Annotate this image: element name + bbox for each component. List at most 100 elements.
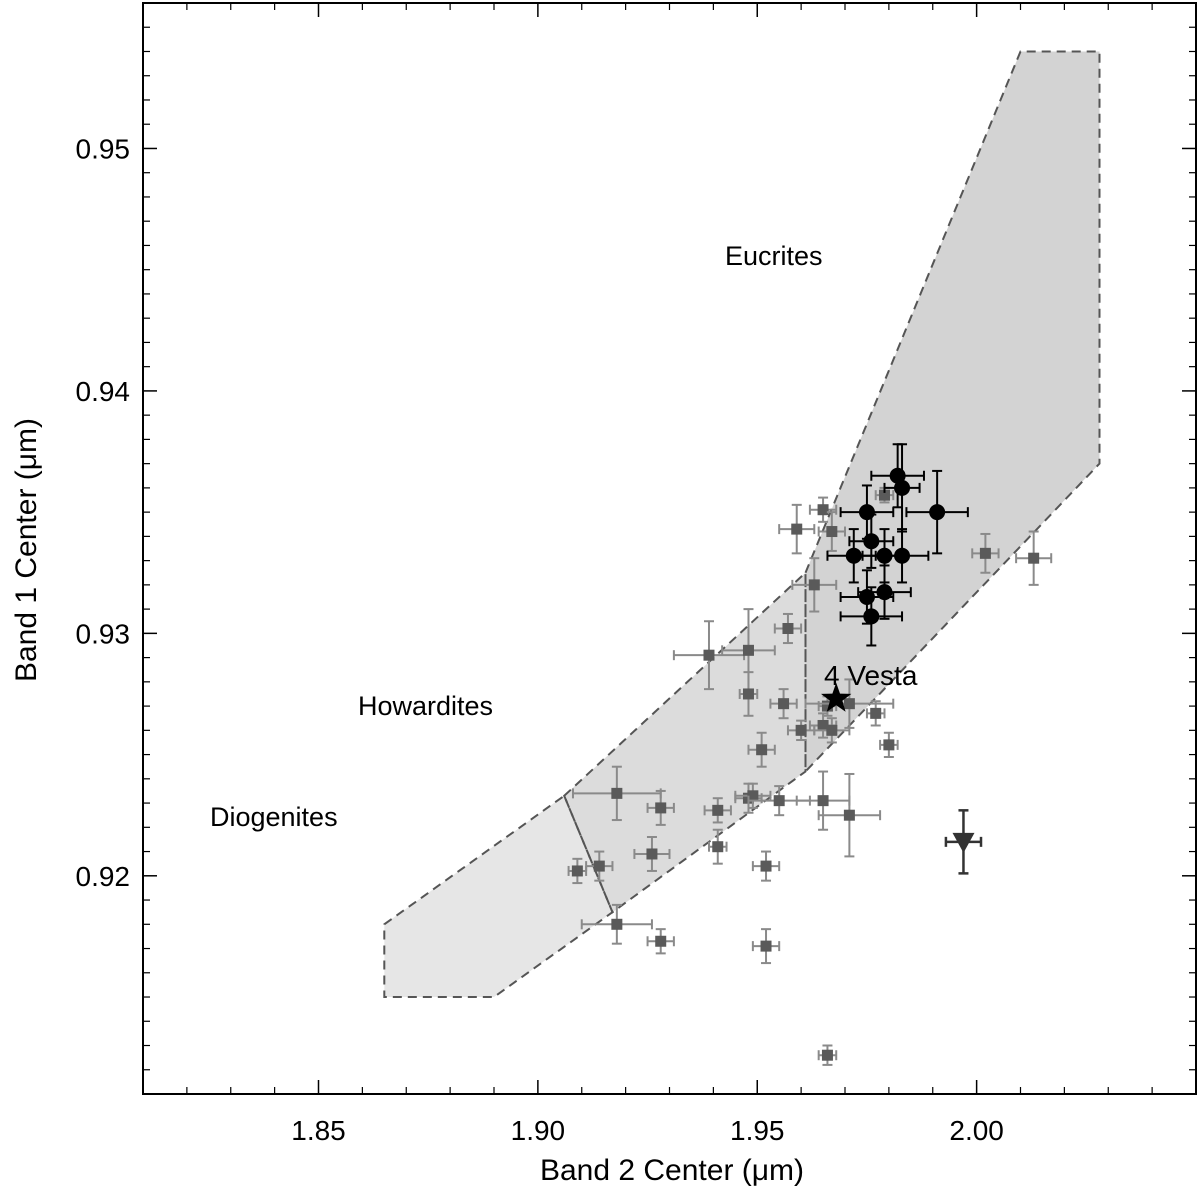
gray-square-point (734, 782, 772, 809)
gray-square-point (738, 671, 759, 717)
region-border-eucrites (804, 50, 1101, 774)
square-marker (646, 848, 658, 860)
square-marker (760, 940, 772, 952)
gray-square-point (646, 928, 675, 955)
square-marker (782, 623, 794, 635)
square-marker (571, 865, 583, 877)
region-label-diogenites: Diogenites (210, 802, 338, 832)
gray-square-point (672, 620, 746, 691)
gray-square-point (804, 678, 895, 729)
x-tick-label: 1.90 (511, 1115, 566, 1146)
square-marker (883, 739, 895, 751)
square-marker (817, 719, 829, 731)
square-marker (843, 809, 855, 821)
circle-marker (845, 547, 862, 564)
gray-square-point (879, 731, 899, 759)
square-marker (821, 1049, 833, 1061)
square-marker (878, 489, 890, 501)
axes: 1.85 1.90 1.95 2.00 0.92 0.93 0.94 0.95 (76, 2, 1197, 1146)
circle-marker (894, 547, 911, 564)
gray-square-point (703, 797, 732, 824)
square-marker (742, 644, 754, 656)
y-tick-label: 0.95 (76, 133, 131, 164)
gray-square-point (769, 688, 798, 720)
gray-square-point (817, 511, 846, 552)
black-circle-point (848, 513, 895, 569)
square-marker (808, 579, 820, 591)
gray-square-point (567, 857, 588, 885)
black-circle-point (874, 528, 930, 584)
y-axis-title: Band 1 Center (μm) (10, 418, 43, 682)
square-marker (817, 795, 829, 807)
region-diogenites (384, 795, 613, 997)
region-howardites (564, 572, 806, 913)
vesta-label: 4 Vesta (824, 660, 918, 691)
x-tick-label: 1.85 (291, 1115, 346, 1146)
circle-marker (858, 504, 875, 521)
square-marker (760, 860, 772, 872)
triangle-point (944, 809, 983, 875)
square-marker (742, 688, 754, 700)
region-border-diogenites (383, 794, 614, 998)
black-circle-point (839, 586, 904, 647)
x-tick-label: 1.95 (730, 1115, 785, 1146)
gray-square-point (580, 903, 653, 945)
gray-square-point (751, 928, 781, 965)
gray-square-point (646, 789, 675, 826)
gray-square-point (817, 1044, 838, 1066)
gray-square-point (773, 612, 803, 645)
square-marker (611, 787, 623, 799)
black-circle-point (905, 469, 969, 555)
square-marker (821, 700, 833, 712)
black-circle-point (883, 443, 921, 533)
square-marker (611, 918, 623, 930)
gray-square-point (747, 731, 776, 768)
gray-square-points (567, 486, 1053, 1066)
square-marker (1028, 552, 1040, 564)
y-tick-label: 0.94 (76, 376, 131, 407)
gray-square-point (751, 850, 781, 882)
x-tick-label: 2.00 (949, 1115, 1004, 1146)
region-polygons (383, 50, 1101, 998)
square-marker (593, 860, 605, 872)
region-border-howardites (563, 570, 807, 914)
gray-square-point (865, 700, 886, 727)
gray-square-point (874, 486, 895, 504)
square-marker (712, 804, 724, 816)
square-marker (703, 649, 715, 661)
gray-square-point (585, 850, 614, 882)
square-marker (826, 526, 838, 538)
square-marker (870, 707, 882, 719)
gray-square-point (1015, 530, 1053, 586)
labels: Band 2 Center (μm) Band 1 Center (μm) Eu… (10, 241, 918, 1187)
region-label-eucrites: Eucrites (725, 241, 823, 271)
gray-square-point (817, 772, 882, 858)
gray-square-point (633, 836, 671, 872)
y-tick-label: 0.93 (76, 618, 131, 649)
square-marker (747, 790, 759, 802)
black-circle-point (857, 564, 912, 620)
square-marker (778, 698, 790, 710)
black-circle-point (826, 528, 882, 584)
triangle-down-marker (952, 832, 975, 853)
x-axis-title: Band 2 Center (μm) (540, 1154, 804, 1187)
square-marker (791, 523, 803, 535)
circle-marker (863, 533, 880, 550)
gray-square-point (795, 770, 851, 831)
vesta-star-marker (821, 682, 852, 712)
axis-ticks: 1.85 1.90 1.95 2.00 0.92 0.93 0.94 0.95 (76, 2, 1196, 1146)
gray-square-point (778, 503, 816, 555)
region-label-howardites: Howardites (358, 691, 493, 721)
square-marker (795, 724, 807, 736)
square-marker (712, 841, 724, 853)
black-circle-points (826, 443, 969, 647)
circle-marker (894, 479, 911, 496)
circle-marker (929, 504, 946, 521)
gray-square-point (791, 557, 838, 613)
square-marker (655, 935, 667, 947)
circle-marker (863, 608, 880, 625)
special-points (821, 682, 983, 875)
gray-square-point (707, 828, 728, 865)
square-marker (826, 724, 838, 736)
